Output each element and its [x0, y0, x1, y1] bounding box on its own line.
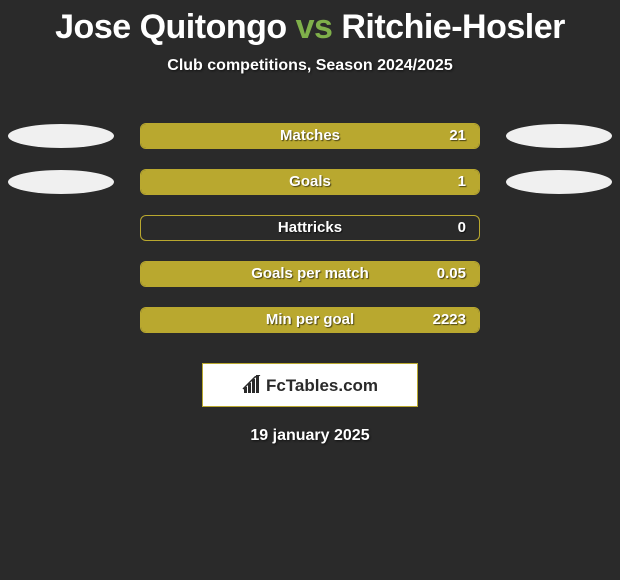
title-player2: Ritchie-Hosler [341, 8, 565, 46]
right-marker [506, 170, 612, 194]
stat-value: 0.05 [140, 261, 466, 287]
stat-value: 2223 [140, 307, 466, 333]
stat-row: Min per goal 2223 [0, 297, 620, 343]
right-marker [506, 124, 612, 148]
stat-row: Matches 21 [0, 113, 620, 159]
stat-value: 0 [140, 215, 466, 241]
stats-rows: Matches 21 Goals 1 Hattricks 0 Goals per… [0, 113, 620, 343]
left-marker [8, 170, 114, 194]
brand-logo[interactable]: FcTables.com [202, 363, 418, 407]
chart-icon [242, 375, 262, 395]
stat-row: Hattricks 0 [0, 205, 620, 251]
title-player1: Jose Quitongo [55, 8, 287, 46]
stat-row: Goals 1 [0, 159, 620, 205]
stat-value: 1 [140, 169, 466, 195]
brand-text: FcTables.com [266, 376, 378, 395]
title-vs: vs [287, 8, 342, 46]
stat-value: 21 [140, 123, 466, 149]
date-label: 19 january 2025 [0, 427, 620, 445]
subtitle: Club competitions, Season 2024/2025 [0, 57, 620, 75]
left-marker [8, 124, 114, 148]
stat-row: Goals per match 0.05 [0, 251, 620, 297]
page-title: Jose Quitongo vs Ritchie-Hosler [0, 0, 620, 47]
